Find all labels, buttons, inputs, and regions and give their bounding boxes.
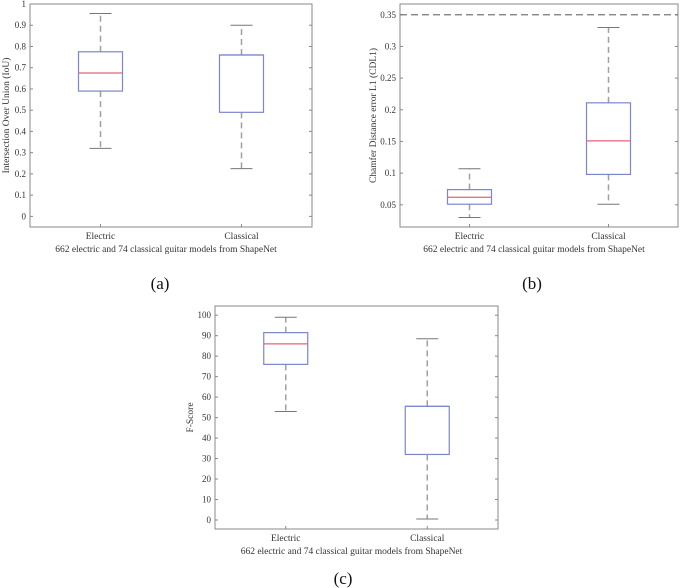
y-tick-label: 0.4: [15, 126, 27, 136]
y-tick-label: 0.05: [380, 200, 396, 210]
box-classical: [218, 54, 265, 113]
y-tick-label: 30: [202, 454, 212, 464]
y-tick-label: 100: [198, 310, 212, 320]
y-tick-label: 80: [202, 351, 212, 361]
y-tick-label: 10: [202, 495, 212, 505]
y-tick-label: 0.35: [380, 10, 396, 20]
y-tick-label: 40: [202, 433, 212, 443]
y-axis-label: Chamfer Distance error L1 (CDL1): [368, 48, 379, 183]
y-tick-label: 0: [22, 211, 27, 221]
panel-caption: (b): [522, 274, 542, 293]
x-axis-label: 662 electric and 74 classical guitar mod…: [423, 244, 645, 255]
y-tick-label: 0.3: [15, 148, 27, 158]
y-tick-label: 0.8: [15, 41, 27, 51]
x-tick-label: Classical: [410, 534, 445, 544]
y-tick-label: 0.5: [15, 105, 27, 115]
y-tick-label: 50: [202, 413, 212, 423]
y-tick-label: 0.1: [385, 168, 396, 178]
x-tick-label: Classical: [224, 232, 259, 242]
axes-frame: [399, 3, 679, 228]
y-tick-label: 1: [22, 0, 27, 9]
y-axis-label: Intersection Over Union (IoU): [1, 58, 12, 174]
y-tick-label: 70: [202, 372, 212, 382]
x-tick-label: Electric: [271, 534, 301, 544]
y-tick-label: 0.6: [15, 84, 27, 94]
boxplot-panel-c: 0 10 20 30 40 50 60 70 80 90 100 Electric Classical 6…: [186, 305, 499, 588]
panel-caption: (c): [334, 569, 353, 588]
y-tick-label: 0: [207, 515, 212, 525]
y-axis-label: F-Score: [186, 402, 196, 432]
y-tick-label: 0.3: [385, 41, 397, 51]
y-tick-label: 20: [202, 474, 212, 484]
y-tick-label: 0.2: [15, 169, 26, 179]
y-tick-label: 0.2: [385, 105, 396, 115]
y-tick-label: 90: [202, 331, 212, 341]
axes-frame: [214, 305, 499, 530]
x-tick-label: Classical: [591, 232, 626, 242]
boxplot-panel-b: 0.05 0.1 0.15 0.2 0.25 0.3 0.35 Electric Classic…: [368, 3, 679, 293]
panel-caption: (a): [151, 274, 170, 293]
axes-frame: [29, 3, 313, 228]
x-axis-label: 662 electric and 74 classical guitar mod…: [55, 244, 277, 255]
x-tick-label: Electric: [455, 232, 485, 242]
x-axis-label: 662 electric and 74 classical guitar mod…: [241, 546, 463, 557]
y-tick-label: 0.9: [15, 20, 27, 30]
x-tick-label: Electric: [86, 232, 116, 242]
box-classical: [585, 102, 632, 176]
y-tick-label: 0.25: [380, 73, 396, 83]
y-tick-label: 60: [202, 392, 212, 402]
box-electric: [77, 51, 124, 92]
box-electric: [263, 332, 309, 365]
y-tick-label: 0.15: [380, 136, 396, 146]
y-tick-label: 0.7: [15, 63, 27, 73]
box-classical: [404, 405, 450, 456]
y-tick-label: 0.1: [15, 190, 26, 200]
boxplot-panel-a: 0 0.1 0.2 0.3 0.4 0.5 0.6 0.7 0.8 0.9 1 Electric Cla…: [1, 0, 313, 293]
